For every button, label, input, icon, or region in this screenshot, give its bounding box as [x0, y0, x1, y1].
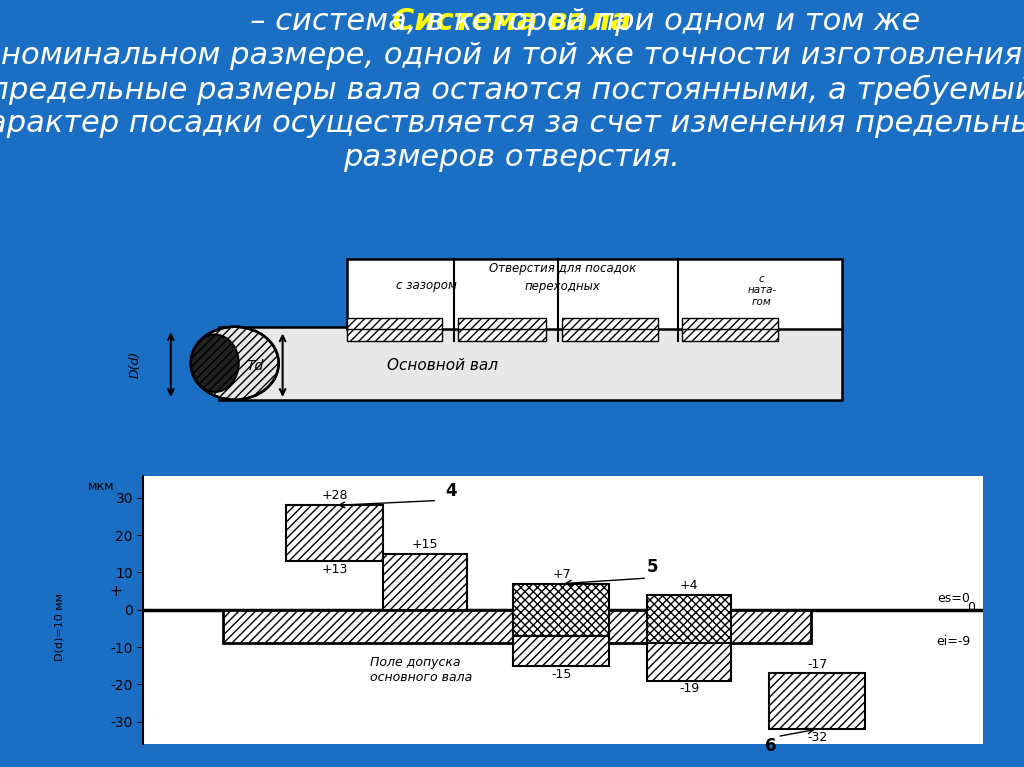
Text: D(d)=10 мм: D(d)=10 мм [54, 593, 65, 660]
Bar [346, 329, 442, 341]
Text: -17: -17 [808, 658, 827, 671]
Ellipse shape [190, 334, 239, 392]
Text: es=0: es=0 [938, 592, 971, 605]
Bar [647, 644, 731, 680]
Text: Поле допуска
основного вала: Поле допуска основного вала [370, 657, 472, 684]
Text: -32: -32 [808, 731, 827, 744]
Text: -7: -7 [555, 637, 567, 650]
Bar [647, 595, 731, 644]
Bar [219, 327, 842, 400]
Text: Основной вал: Основной вал [387, 358, 498, 374]
Text: -15: -15 [551, 667, 571, 680]
Text: переходных: переходных [524, 280, 600, 293]
Text: +: + [110, 584, 123, 598]
Text: с зазором: с зазором [396, 278, 457, 291]
Ellipse shape [190, 327, 279, 400]
Bar [459, 329, 546, 341]
Text: мкм: мкм [88, 480, 115, 493]
Bar [383, 554, 467, 610]
Text: +4: +4 [680, 579, 698, 592]
Bar [346, 318, 442, 331]
Text: +13: +13 [322, 563, 348, 576]
Bar [459, 318, 546, 331]
Bar [682, 318, 778, 331]
Text: 5: 5 [647, 558, 658, 576]
Text: +28: +28 [322, 489, 348, 502]
Text: 0: 0 [967, 601, 975, 614]
Bar [769, 673, 865, 729]
Text: 6: 6 [765, 736, 776, 755]
Text: Отверстия для посадок: Отверстия для посадок [488, 262, 636, 275]
Bar [286, 505, 383, 561]
Text: – система, в которой при одном и том же
номинальном размере, одной и той же точн: – система, в которой при одном и том же … [0, 7, 1024, 172]
Text: ei=-9: ei=-9 [936, 635, 971, 648]
Text: +15: +15 [412, 538, 438, 551]
Bar [346, 259, 842, 329]
Text: -19: -19 [679, 683, 699, 696]
Text: с
ната-
гом: с ната- гом [748, 274, 776, 307]
Text: Td: Td [246, 359, 263, 373]
Bar [682, 329, 778, 341]
Bar [223, 610, 811, 644]
Bar [562, 329, 658, 341]
Text: +7: +7 [552, 568, 570, 581]
Bar [562, 318, 658, 331]
Bar [513, 636, 609, 666]
Text: D(d): D(d) [128, 351, 141, 378]
Bar [513, 584, 609, 636]
Text: 4: 4 [445, 482, 458, 500]
Text: Система вала: Система вала [392, 7, 632, 36]
